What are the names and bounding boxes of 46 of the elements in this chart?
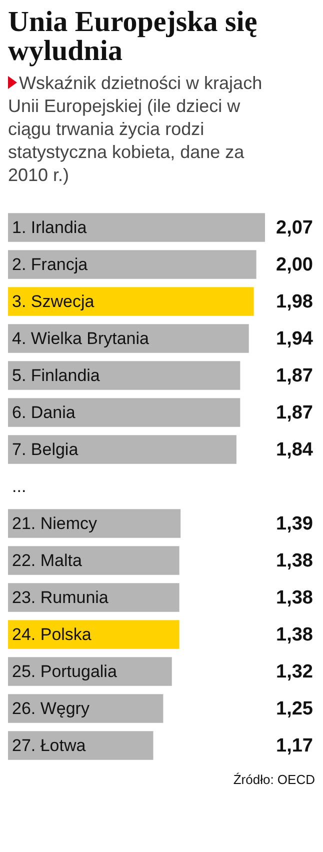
y-tick-label: 25. Portugalia: [12, 662, 118, 682]
data-label: 1,87: [276, 366, 313, 387]
y-tick-label: 27. Łotwa: [12, 736, 86, 756]
bar: [8, 657, 172, 686]
y-tick-label: 2. Francja: [12, 255, 88, 274]
bar: [8, 287, 254, 316]
y-tick-label: 5. Finlandia: [12, 366, 100, 386]
data-label: 1,98: [276, 292, 313, 313]
data-label: 1,38: [276, 588, 313, 609]
y-tick-label: 1. Irlandia: [12, 218, 88, 238]
data-label: 1,25: [276, 698, 314, 720]
bar: [8, 620, 180, 649]
data-label: 1,94: [276, 328, 314, 350]
data-label: 1,38: [276, 550, 313, 572]
data-label: 1,87: [276, 402, 313, 424]
bar: [8, 731, 154, 760]
y-tick-label: 26. Węgry: [12, 699, 90, 718]
y-tick-label: 24. Polska: [12, 625, 92, 644]
bar: [8, 398, 240, 427]
y-tick-label: 7. Belgia: [12, 440, 79, 460]
bar: [8, 324, 249, 353]
data-label: 2,07: [276, 218, 313, 239]
data-label: 2,00: [276, 254, 313, 276]
data-label: 1,32: [276, 662, 313, 683]
bar: [8, 361, 240, 390]
data-label: 1,39: [276, 514, 313, 535]
bar: [8, 509, 181, 538]
y-tick-label: 23. Rumunia: [12, 588, 109, 608]
chart-title: Unia Europejska się wyludnia: [8, 6, 258, 67]
bar: [8, 435, 236, 464]
y-tick-label: ...: [12, 477, 26, 496]
bar: [8, 213, 265, 242]
data-label: 1,84: [276, 440, 314, 461]
y-tick-label: 6. Dania: [12, 403, 76, 422]
text: Źródło: OECD: [232, 772, 315, 787]
chart-subtitle: Wskaźnik dzietności w krajach Unii Europejskiej (ile dzieci w ciągu trwania życia rodzi statystyczna kobieta, dane za 2010 r.): [8, 73, 262, 185]
data-label: 1,38: [276, 624, 313, 646]
bar: [8, 694, 164, 723]
y-tick-label: 3. Szwecja: [12, 292, 95, 312]
y-tick-label: 21. Niemcy: [12, 514, 98, 534]
bar: [8, 583, 180, 612]
data-label: 1,17: [276, 736, 313, 757]
y-tick-label: 22. Malta: [12, 551, 82, 570]
y-tick-label: 4. Wielka Brytania: [12, 329, 150, 348]
bar: [8, 546, 180, 575]
bar: [8, 250, 256, 279]
